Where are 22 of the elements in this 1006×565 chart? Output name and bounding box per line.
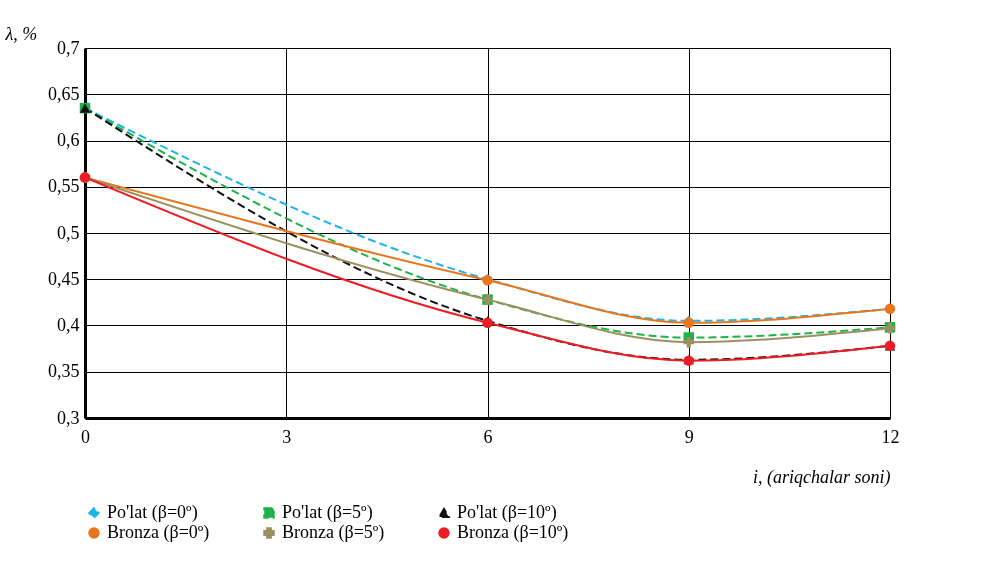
- x-axis-title: i, (ariqchalar soni): [753, 466, 891, 488]
- y-tick-label: 0,45: [48, 268, 80, 289]
- legend-label: Bronza (β=10º): [457, 522, 569, 543]
- y-tick-label: 0,55: [48, 176, 80, 197]
- legend-label: Po'lat (β=5º): [282, 502, 373, 523]
- legend-label: Bronza (β=0º): [107, 522, 210, 543]
- y-tick-label: 0,5: [57, 222, 80, 243]
- x-tick-label: 9: [684, 426, 694, 447]
- x-tick-label: 6: [483, 426, 493, 447]
- legend-label: Po'lat (β=10º): [457, 502, 557, 523]
- legend-label: Po'lat (β=0º): [107, 502, 198, 523]
- x-tick-label: 12: [881, 426, 900, 447]
- x-tick-label: 0: [81, 426, 90, 447]
- y-tick-label: 0,7: [57, 37, 80, 58]
- y-tick-label: 0,35: [48, 361, 80, 382]
- legend-label: Bronza (β=5º): [282, 522, 385, 543]
- x-tick-label: 3: [282, 426, 292, 447]
- y-tick-label: 0,6: [57, 130, 80, 150]
- y-tick-label: 0,65: [48, 83, 80, 104]
- y-axis-title: λ, %: [4, 23, 38, 44]
- y-tick-label: 0,4: [57, 315, 80, 335]
- y-tick-label: 0,3: [57, 407, 80, 428]
